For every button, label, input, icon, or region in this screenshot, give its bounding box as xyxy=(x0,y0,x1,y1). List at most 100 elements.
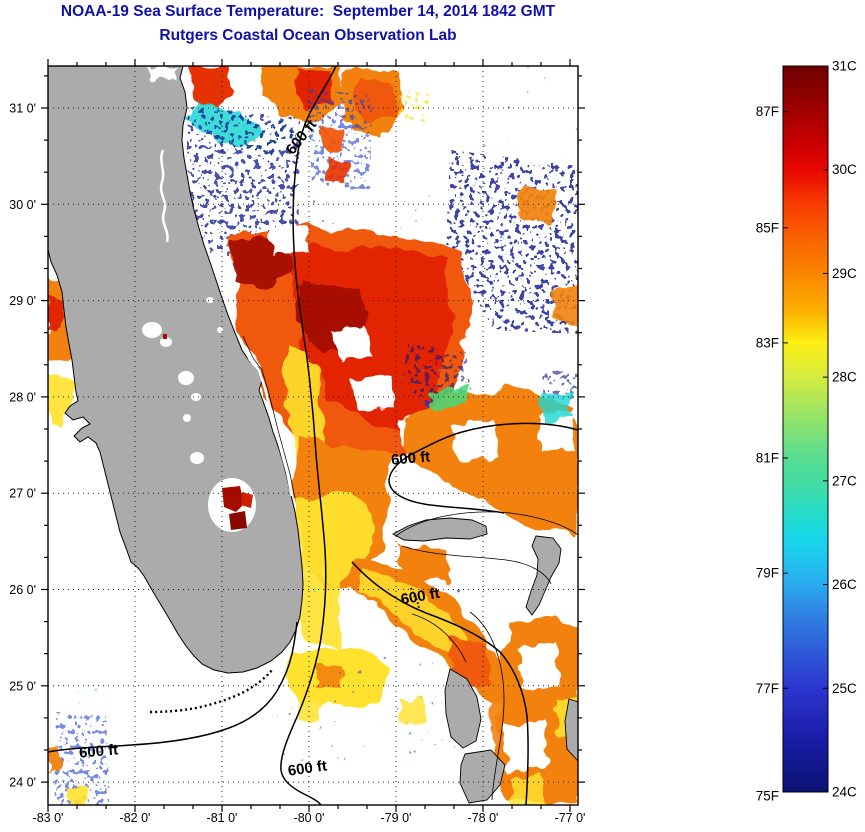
okeechobee-hot-pixels xyxy=(229,511,247,530)
sst-blob xyxy=(60,652,140,708)
indian-river-lagoon xyxy=(238,337,294,497)
colorbar-gradient xyxy=(782,65,829,793)
bahama-bank-outline xyxy=(469,611,505,801)
depth-contour-600ft xyxy=(48,621,298,753)
sst-blob xyxy=(550,286,578,326)
x-tick-label: -82 0' xyxy=(120,811,151,825)
x-tick-label: -80 0' xyxy=(294,811,325,825)
sst-blob xyxy=(325,156,352,184)
colorbar-label-f: 81F xyxy=(756,451,779,466)
sst-blob xyxy=(538,410,576,452)
page-subtitle: Rutgers Coastal Ocean Observation Lab xyxy=(159,27,457,44)
andros-north-island xyxy=(444,668,482,749)
depth-contour-layer xyxy=(48,66,578,805)
sst-blob xyxy=(426,548,470,594)
inland-lake xyxy=(160,337,172,347)
sst-blob xyxy=(358,572,470,660)
y-tick-label: 28 0' xyxy=(9,390,36,404)
inland-lake xyxy=(178,371,194,385)
sst-blob xyxy=(452,418,498,462)
inland-lake xyxy=(190,452,204,464)
okeechobee-hot-pixels xyxy=(241,492,253,508)
sst-blob xyxy=(462,66,578,160)
sst-blob xyxy=(246,686,346,772)
map-border xyxy=(47,65,579,806)
y-tick-label: 29 0' xyxy=(9,294,36,308)
sst-blob xyxy=(298,698,324,720)
colorbar-label-f: 85F xyxy=(756,220,779,235)
sst-blob xyxy=(268,224,310,256)
y-tick-label: 30 0' xyxy=(9,198,36,212)
contour-label-600ft: 600 ft xyxy=(78,741,119,761)
abaco-island xyxy=(525,535,562,616)
colorbar-label-c: 27C xyxy=(832,473,857,488)
depth-contour-600ft xyxy=(388,422,578,514)
colorbar-label-c: 31C xyxy=(832,59,857,74)
colorbar-label-c: 24C xyxy=(832,785,857,800)
lake-hot-pixel xyxy=(163,334,167,339)
barrier-island-line xyxy=(242,335,296,499)
right-edge-island xyxy=(564,698,578,762)
sst-blob xyxy=(188,66,232,108)
sst-blob xyxy=(398,698,426,726)
sst-blob xyxy=(48,430,70,462)
coastal-marsh xyxy=(148,66,178,82)
land-layer xyxy=(48,66,578,804)
x-tick-label: -78 0' xyxy=(468,811,499,825)
sst-blob xyxy=(516,186,556,226)
map-frame-layer xyxy=(41,59,585,812)
x-tick-label: -79 0' xyxy=(381,811,412,825)
y-tick-label: 24 0' xyxy=(9,776,36,790)
colorbar-label-f: 75F xyxy=(756,789,779,804)
sst-blob xyxy=(332,326,372,362)
depth-contour-600ft xyxy=(280,66,337,805)
y-tick-label: 26 0' xyxy=(9,583,36,597)
inland-lake xyxy=(206,297,214,303)
colorbar-label-c: 26C xyxy=(832,577,857,592)
graticule-layer xyxy=(48,66,578,805)
inland-lake xyxy=(183,414,191,422)
bahama-bank-outline xyxy=(411,613,467,663)
y-tick-label: 27 0' xyxy=(9,487,36,501)
florida-keys-dots xyxy=(149,669,273,714)
colorbar-label-c: 30C xyxy=(832,162,857,177)
sst-blob xyxy=(320,126,344,152)
depth-contour-600ft xyxy=(351,561,529,805)
contour-label-600ft: 600 ft xyxy=(399,585,441,609)
sst-blob xyxy=(186,106,300,268)
bahama-banks-layer xyxy=(395,511,578,801)
colorbar-label-c: 25C xyxy=(832,681,857,696)
sst-blob xyxy=(48,746,62,772)
colorbar-label-c: 29C xyxy=(832,266,857,281)
contour-label-600ft: 600 ft xyxy=(287,757,328,779)
x-tick-label: -77 0' xyxy=(555,811,586,825)
sst-blob xyxy=(540,392,572,420)
inland-lake xyxy=(142,322,162,338)
page-title: NOAA-19 Sea Surface Temperature: Septemb… xyxy=(60,3,556,20)
inland-lake xyxy=(191,393,201,401)
colorbar-label-f: 83F xyxy=(756,335,779,350)
colorbar: 87F 85F 83F 81F 79F 77F 75F 31C 30C 29C 28C 27C 26C 2… xyxy=(756,59,857,804)
grand-bahama-island xyxy=(392,517,488,542)
y-tick-label: 31 0' xyxy=(9,102,36,116)
y-tick-label: 25 0' xyxy=(9,679,36,693)
inland-lake xyxy=(217,327,223,333)
sst-blob xyxy=(296,584,340,648)
sst-blob xyxy=(428,384,468,412)
sst-blob xyxy=(518,642,560,692)
colorbar-label-f: 77F xyxy=(756,681,779,696)
bahama-bank-outline xyxy=(395,511,578,537)
sst-blob xyxy=(68,786,88,805)
sst-blob xyxy=(504,720,548,772)
colorbar-label-f: 79F xyxy=(756,566,779,581)
okeechobee-hot-pixels xyxy=(222,486,244,512)
x-tick-label: -81 0' xyxy=(207,811,238,825)
colorbar-label-f: 87F xyxy=(756,104,779,119)
x-tick-label: -83 0' xyxy=(33,811,64,825)
bahama-bank-outline xyxy=(401,545,552,585)
sst-blob xyxy=(398,90,430,122)
sst-blob xyxy=(400,390,578,536)
st-johns-river xyxy=(159,149,169,243)
